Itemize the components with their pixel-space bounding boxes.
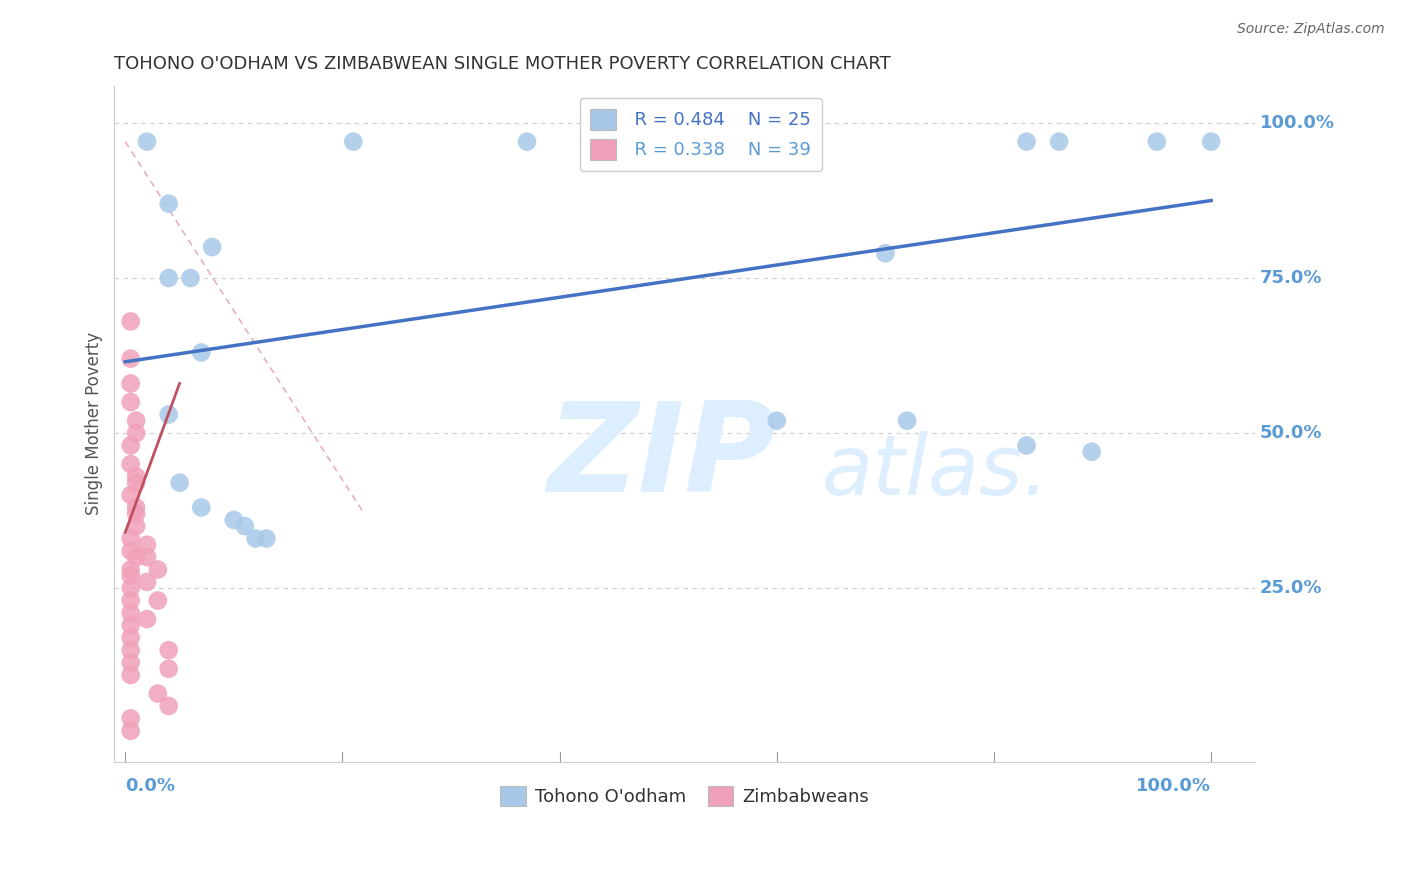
Point — [120, 562, 142, 576]
Point — [146, 687, 169, 701]
Point — [136, 574, 159, 589]
Point — [157, 408, 180, 422]
Legend: Tohono O'odham, Zimbabweans: Tohono O'odham, Zimbabweans — [494, 779, 876, 814]
Point — [120, 631, 142, 645]
Point — [120, 395, 142, 409]
Point — [136, 550, 159, 565]
Point — [516, 135, 538, 149]
Point — [1015, 438, 1038, 452]
Point — [157, 196, 180, 211]
Point — [120, 581, 142, 595]
Point — [120, 457, 142, 471]
Point — [120, 643, 142, 657]
Text: Source: ZipAtlas.com: Source: ZipAtlas.com — [1237, 22, 1385, 37]
Point — [1047, 135, 1070, 149]
Point — [733, 135, 755, 149]
Point — [120, 532, 142, 546]
Point — [120, 618, 142, 632]
Point — [136, 538, 159, 552]
Point — [120, 544, 142, 558]
Point — [201, 240, 224, 254]
Point — [875, 246, 897, 260]
Point — [190, 345, 212, 359]
Y-axis label: Single Mother Poverty: Single Mother Poverty — [86, 332, 103, 516]
Point — [125, 426, 148, 441]
Text: atlas.: atlas. — [821, 431, 1049, 512]
Point — [169, 475, 191, 490]
Text: 100.0%: 100.0% — [1136, 777, 1211, 796]
Point — [120, 351, 142, 366]
Point — [120, 314, 142, 328]
Point — [179, 271, 201, 285]
Point — [120, 438, 142, 452]
Point — [120, 668, 142, 682]
Point — [1080, 444, 1102, 458]
Point — [120, 711, 142, 725]
Point — [765, 414, 787, 428]
Point — [1199, 135, 1222, 149]
Point — [136, 612, 159, 626]
Point — [125, 507, 148, 521]
Text: 100.0%: 100.0% — [1260, 114, 1336, 132]
Point — [157, 662, 180, 676]
Point — [125, 519, 148, 533]
Point — [896, 414, 918, 428]
Point — [120, 606, 142, 620]
Text: 50.0%: 50.0% — [1260, 424, 1323, 442]
Point — [125, 414, 148, 428]
Point — [1146, 135, 1168, 149]
Point — [120, 656, 142, 670]
Point — [120, 723, 142, 738]
Point — [120, 488, 142, 502]
Point — [120, 593, 142, 607]
Point — [190, 500, 212, 515]
Point — [146, 593, 169, 607]
Point — [222, 513, 245, 527]
Point — [157, 271, 180, 285]
Point — [245, 532, 267, 546]
Point — [254, 532, 277, 546]
Point — [146, 562, 169, 576]
Point — [136, 135, 159, 149]
Point — [1015, 135, 1038, 149]
Point — [125, 469, 148, 483]
Point — [233, 519, 256, 533]
Text: 0.0%: 0.0% — [125, 777, 176, 796]
Point — [120, 376, 142, 391]
Text: 75.0%: 75.0% — [1260, 269, 1323, 287]
Text: ZIP: ZIP — [548, 397, 776, 518]
Point — [125, 500, 148, 515]
Point — [125, 550, 148, 565]
Text: 25.0%: 25.0% — [1260, 579, 1323, 597]
Point — [125, 475, 148, 490]
Text: TOHONO O'ODHAM VS ZIMBABWEAN SINGLE MOTHER POVERTY CORRELATION CHART: TOHONO O'ODHAM VS ZIMBABWEAN SINGLE MOTH… — [114, 55, 891, 73]
Point — [120, 568, 142, 582]
Point — [157, 643, 180, 657]
Point — [342, 135, 364, 149]
Point — [157, 698, 180, 713]
